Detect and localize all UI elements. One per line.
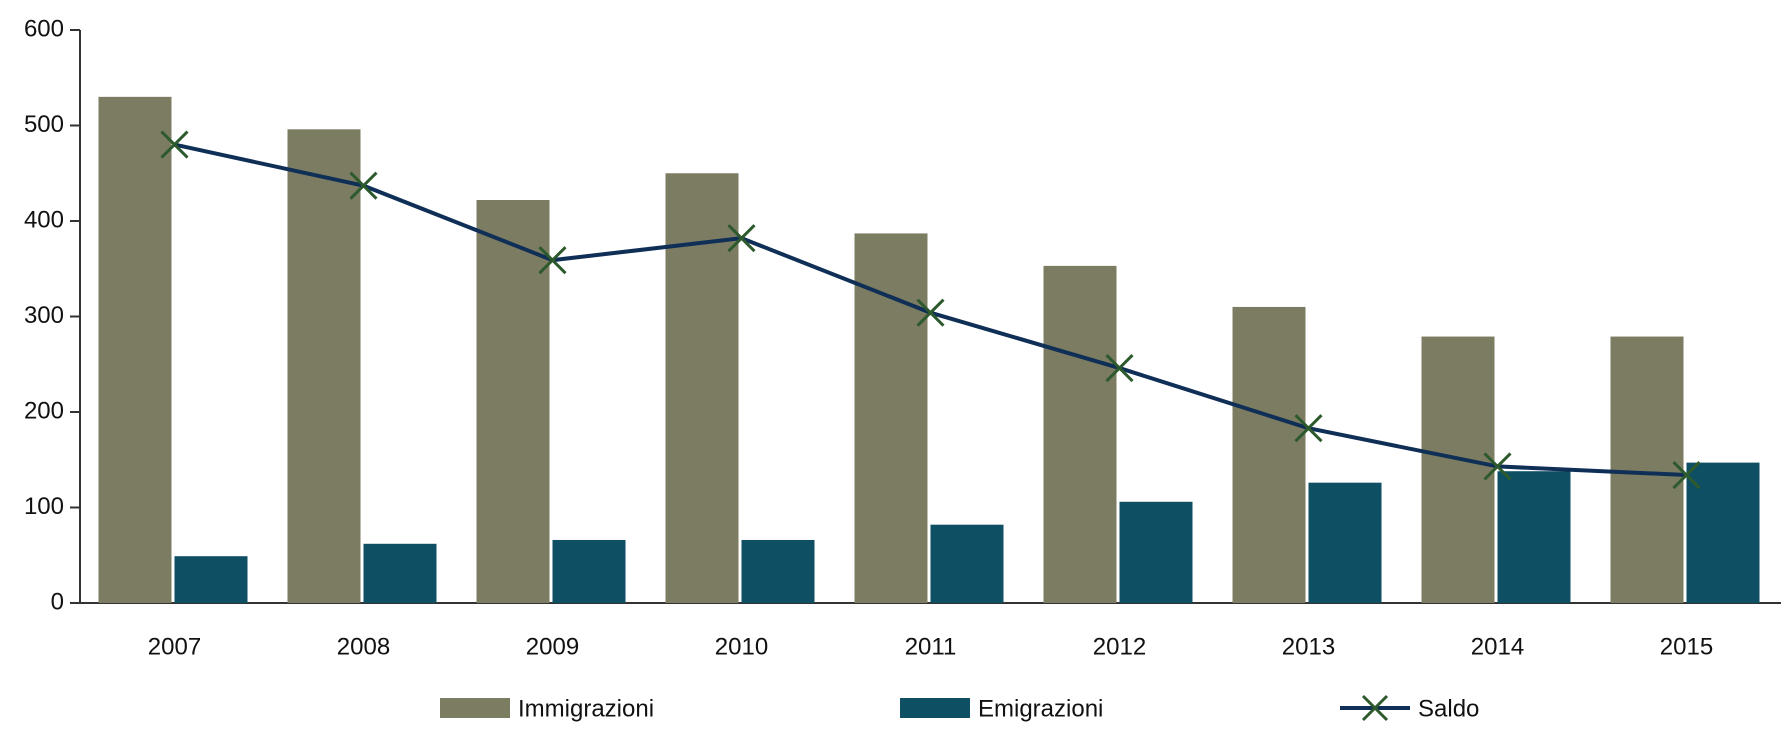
bar: [1119, 501, 1193, 603]
bar: [363, 543, 437, 603]
bar: [552, 539, 626, 603]
bar: [930, 524, 1004, 603]
bar: [1497, 471, 1571, 603]
legend-swatch: [900, 698, 970, 718]
marker: [349, 171, 378, 200]
x-tick-label: 2015: [1660, 633, 1713, 660]
x-tick-label: 2011: [905, 633, 957, 660]
marker: [727, 224, 756, 253]
legend-label: Emigrazioni: [978, 695, 1103, 722]
marker: [1483, 452, 1512, 481]
legend-swatch: [440, 698, 510, 718]
marker: [160, 130, 189, 159]
x-tick-label: 2007: [148, 633, 201, 660]
y-tick-label: 100: [24, 493, 64, 520]
bar: [665, 173, 739, 603]
bar: [1232, 306, 1306, 603]
bar: [98, 96, 172, 603]
y-tick-label: 500: [24, 111, 64, 138]
bar: [476, 199, 550, 604]
x-tick-label: 2012: [1093, 633, 1146, 660]
marker: [1105, 354, 1134, 383]
marker: [1294, 414, 1323, 443]
bar: [741, 539, 815, 603]
x-tick-label: 2010: [715, 633, 768, 660]
marker: [538, 246, 567, 275]
x-tick-label: 2014: [1471, 633, 1524, 660]
bar: [1043, 265, 1117, 603]
legend-marker: [1361, 694, 1389, 722]
y-tick-label: 200: [24, 397, 64, 424]
marker: [916, 298, 945, 327]
bar: [1308, 482, 1382, 603]
legend-label: Saldo: [1418, 695, 1479, 722]
y-tick-label: 0: [51, 588, 64, 615]
y-tick-label: 300: [24, 302, 64, 329]
x-tick-label: 2008: [337, 633, 390, 660]
y-tick-label: 600: [24, 15, 64, 42]
marker: [1672, 460, 1701, 490]
legend-label: Immigrazioni: [518, 695, 654, 722]
bar: [174, 556, 248, 603]
bar: [1421, 336, 1495, 603]
bar: [1686, 462, 1760, 603]
y-tick-label: 400: [24, 206, 64, 233]
bar: [1610, 336, 1684, 603]
x-tick-label: 2009: [526, 633, 579, 660]
bar: [287, 129, 361, 603]
x-tick-label: 2013: [1282, 633, 1335, 660]
